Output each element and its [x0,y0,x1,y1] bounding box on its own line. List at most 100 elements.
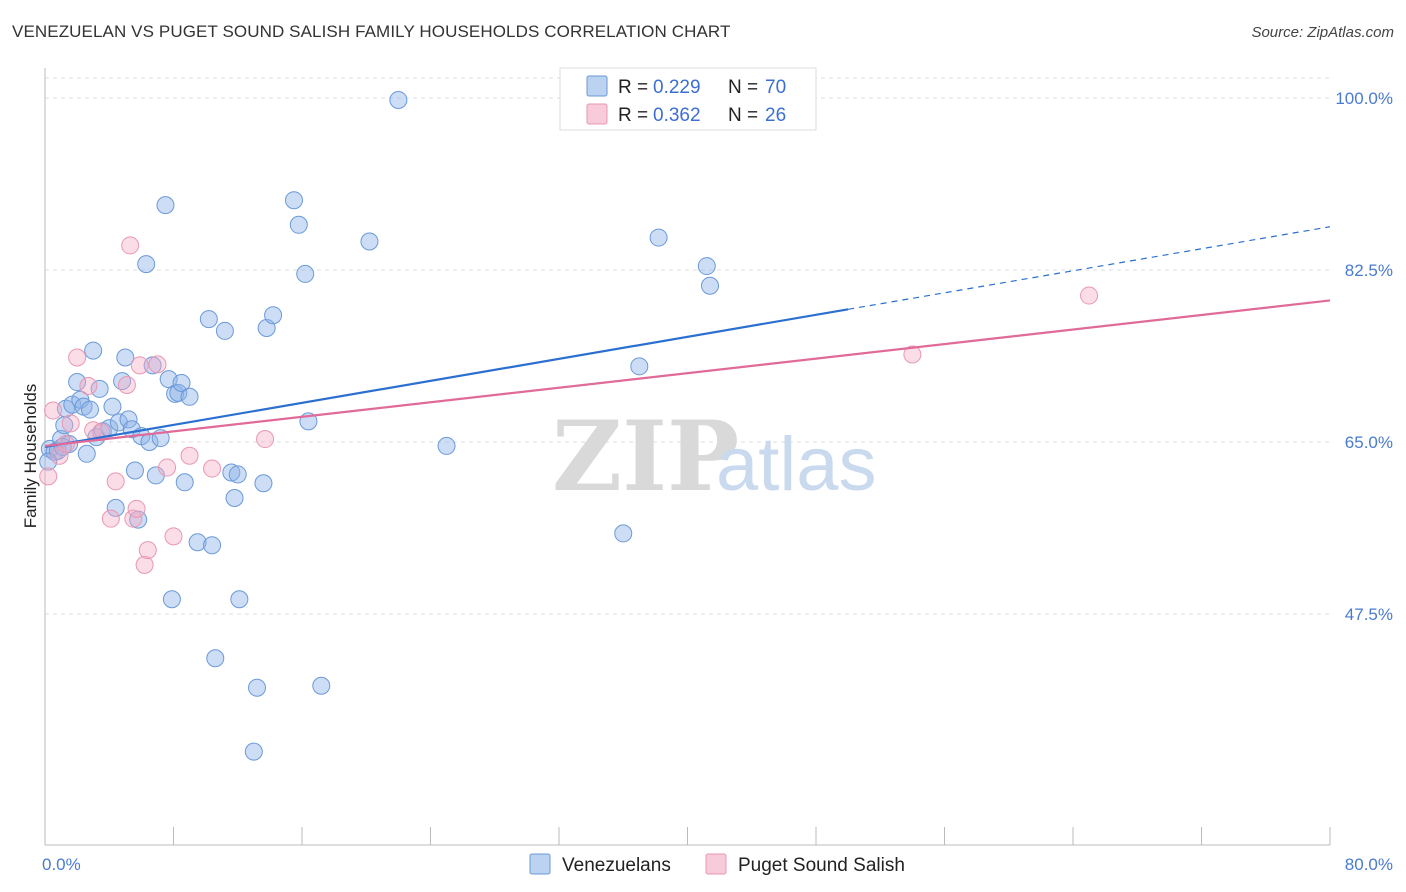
venezuelans-point [119,410,138,429]
venezuelans-point [106,498,125,517]
venezuelans-point [90,379,109,398]
legend-n-label: N = [728,105,758,126]
watermark-zip: ZIP [552,400,739,513]
bottom-legend-label: Puget Sound Salish [738,855,905,876]
puget-sound-salish-point [68,348,87,367]
watermark: ZIP atlas [552,400,877,513]
legend-r-label: R = [618,105,648,126]
puget-sound-salish-point [101,509,120,528]
puget-sound-salish-point [1080,286,1099,305]
venezuelans-trend-line [44,308,849,448]
venezuelans-point [437,436,456,455]
legend-swatch [586,103,608,125]
venezuelans-point [68,373,87,392]
puget-sound-salish-point [50,446,69,465]
venezuelans-point [244,742,263,761]
trend-lines [44,226,1331,448]
y-axis-label: Family Households [21,384,40,529]
y-tick-label: 100.0% [1335,89,1393,108]
bottom-legend: Venezuelans Puget Sound Salish [529,853,905,876]
legend-r-value: 0.362 [653,105,701,126]
venezuelans-point [175,473,194,492]
venezuelans-point [125,461,144,480]
legend-r-value: 0.229 [653,77,701,98]
venezuelans-point [312,676,331,695]
chart-title: VENEZUELAN VS PUGET SOUND SALISH FAMILY … [12,22,731,41]
venezuelans-point [215,321,234,340]
venezuelans-point [649,228,668,247]
venezuelans-point [284,191,303,210]
venezuelans-point [254,474,273,493]
puget-sound-salish-trend-line [44,299,1331,448]
legend-n-label: N = [728,77,758,98]
venezuelans-point [203,536,222,555]
puget-sound-salish-point [127,499,146,518]
y-tick-labels: 100.0% 82.5% 65.0% 47.5% [1335,89,1393,624]
axes [44,68,1331,846]
legend-n-value: 70 [765,77,786,98]
venezuelans-point [289,215,308,234]
puget-sound-salish-point [164,527,183,546]
venezuelans-point [222,463,241,482]
venezuelans-point [103,397,122,416]
venezuelans-point [169,383,188,402]
venezuelans-point [296,264,315,283]
y-tick-label: 65.0% [1345,433,1393,452]
venezuelans-point [77,444,96,463]
x-tick-label: 80.0% [1345,855,1393,874]
grid-lines [45,77,1330,615]
venezuelans-point [697,257,716,276]
data-points [39,90,1099,761]
venezuelans-point [360,232,379,251]
venezuelans-point [116,348,135,367]
venezuelans-point [630,357,649,376]
bottom-legend-label: Venezuelans [562,855,671,876]
venezuelans-point [156,196,175,215]
legend-swatch [586,75,608,97]
venezuelans-point [230,590,249,609]
venezuelans-point [614,524,633,543]
venezuelans-point [225,489,244,508]
venezuelans-trend-extension [848,226,1331,310]
puget-sound-salish-point [903,345,922,364]
venezuelans-point [39,452,58,471]
legend-r-label: R = [618,77,648,98]
puget-sound-salish-point [124,509,143,528]
source-label: Source: ZipAtlas.com [1251,24,1394,41]
venezuelans-point [199,310,218,329]
venezuelans-point [700,276,719,295]
puget-sound-salish-point [61,414,80,433]
puget-sound-salish-point [203,459,222,478]
bottom-legend-swatch [529,853,551,875]
venezuelans-point [228,465,247,484]
bottom-legend-swatch [705,853,727,875]
y-tick-label: 47.5% [1345,605,1393,624]
venezuelans-point [172,374,191,393]
venezuelans-point [162,590,181,609]
venezuelans-point [248,678,267,697]
venezuelans-point [137,255,156,274]
legend-box: R = 0.229 N = 70 R = 0.362 N = 26 [559,67,817,131]
puget-sound-salish-point [148,355,167,374]
puget-sound-salish-point [44,401,63,420]
x-tick-labels: 0.0% 80.0% [42,855,1393,874]
puget-sound-salish-point [256,430,275,449]
legend-n-value: 26 [765,105,786,126]
x-tick-label: 0.0% [42,855,81,874]
venezuelans-point [206,649,225,668]
venezuelans-point [180,387,199,406]
venezuelans-point [84,341,103,360]
puget-sound-salish-point [39,467,58,486]
venezuelans-point [188,533,207,552]
puget-sound-salish-point [135,555,154,574]
puget-sound-salish-point [158,458,177,477]
puget-sound-salish-point [130,356,149,375]
puget-sound-salish-point [180,446,199,465]
puget-sound-salish-point [117,375,136,394]
venezuelans-point [264,306,283,325]
venezuelans-point [80,400,99,419]
y-tick-label: 82.5% [1345,261,1393,280]
puget-sound-salish-point [138,541,157,560]
puget-sound-salish-point [121,236,140,255]
